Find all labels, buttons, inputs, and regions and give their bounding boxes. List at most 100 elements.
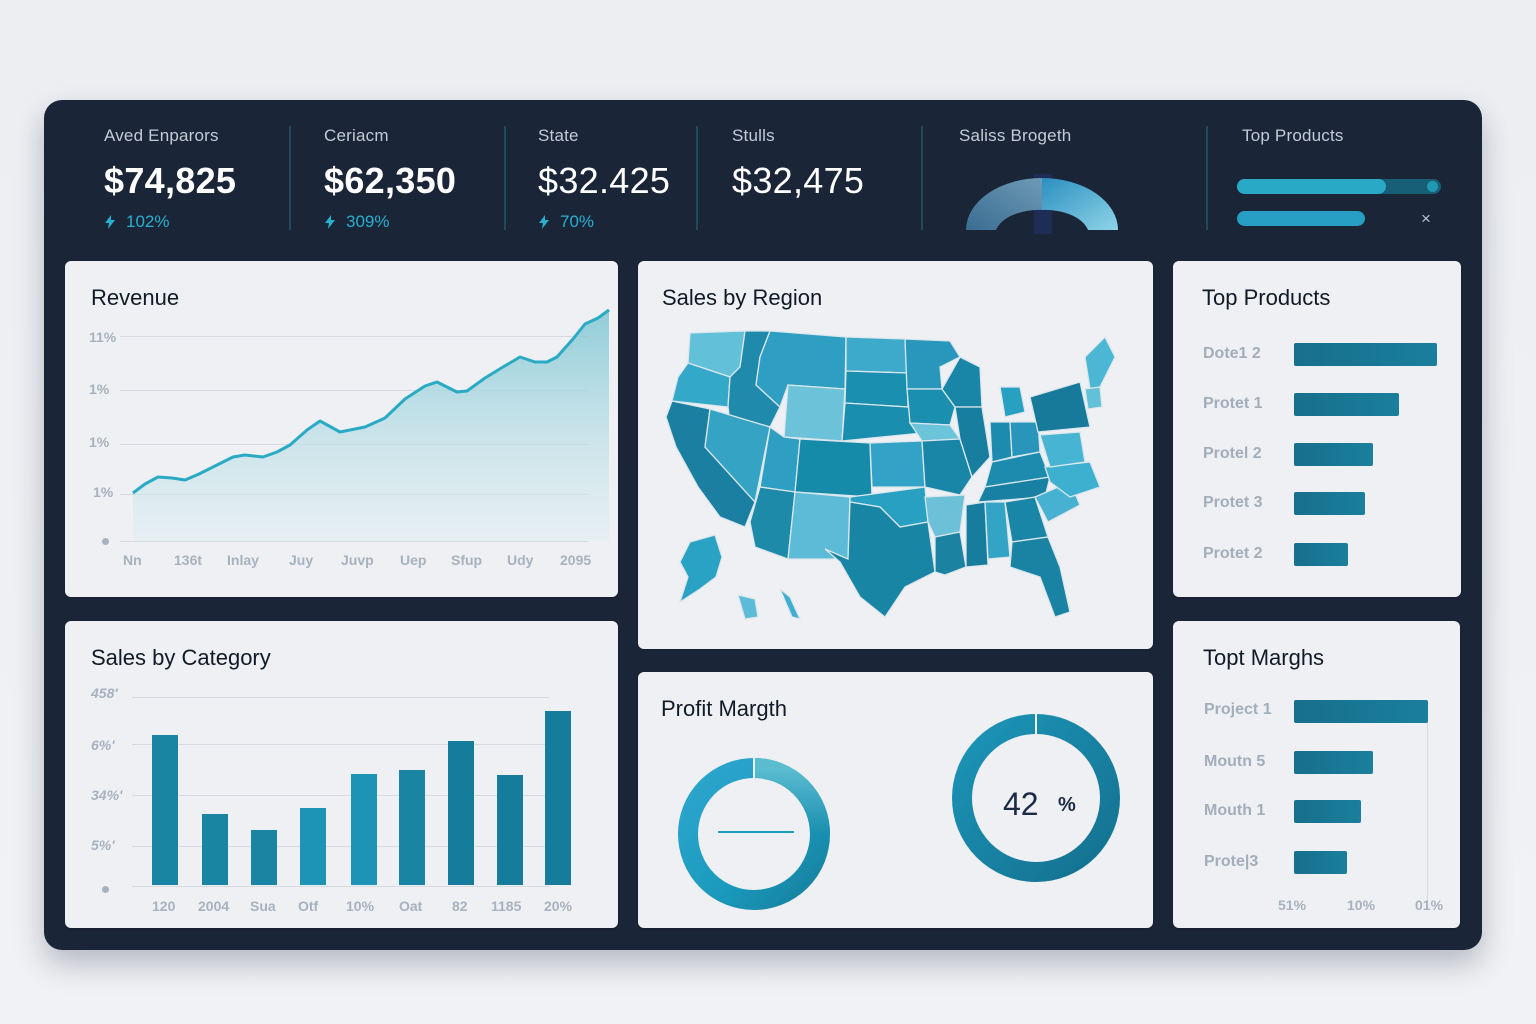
- state-ms: [965, 501, 989, 568]
- state-wi: [941, 356, 983, 408]
- grid-line: [132, 795, 550, 796]
- grid-line: [132, 846, 550, 847]
- kpi-value: $32,475: [732, 160, 865, 201]
- bar-margin-1[interactable]: [1294, 700, 1428, 723]
- state-ia-n: [906, 388, 956, 426]
- x-tick: Juvp: [341, 552, 374, 568]
- kpi-card-1[interactable]: Aved Enparors $74,825 102%: [104, 126, 236, 236]
- x-tick: Juy: [289, 552, 314, 568]
- state-or: [671, 362, 731, 408]
- bar-label: Project 1: [1204, 701, 1272, 718]
- state-hi-2: [779, 588, 802, 620]
- state-mi: [999, 386, 1026, 418]
- state-al: [984, 501, 1011, 560]
- grid-line: [120, 390, 588, 391]
- bar-category-2[interactable]: [202, 814, 228, 885]
- kpi-label: Saliss Brogeth: [959, 126, 1072, 145]
- kpi-change-value: 70%: [560, 212, 595, 231]
- top-products-card: Top Products Dote1 2 Protet 1 Protel 2 P…: [1173, 261, 1461, 597]
- trend-up-icon: [325, 215, 335, 229]
- bar-category-1[interactable]: [152, 735, 178, 885]
- kpi-label: Ceriacm: [324, 126, 389, 145]
- bar-label: Dote1 2: [1203, 345, 1261, 362]
- bar-category-6[interactable]: [399, 770, 425, 885]
- top-margins-card: Topt Marghs Project 1 Moutn 5 Mouth 1 Pr…: [1173, 621, 1460, 928]
- state-il: [954, 406, 991, 479]
- state-nh-vt: [1084, 386, 1103, 410]
- state-fl: [1009, 536, 1071, 618]
- bar-label: Protet 3: [1203, 494, 1263, 511]
- kpi-value: $74,825: [104, 160, 237, 201]
- kpi-card-2[interactable]: Ceriacm $62,350 309%: [324, 126, 456, 236]
- bar-label: Protet 2: [1203, 545, 1263, 562]
- x-tick: Sua: [250, 898, 276, 914]
- bar-label: Protel 2: [1203, 445, 1262, 462]
- donut-chart-large[interactable]: [950, 712, 1122, 884]
- bar-margin-3[interactable]: [1294, 800, 1361, 823]
- divider: [696, 126, 698, 230]
- bar-category-4[interactable]: [300, 808, 326, 885]
- y-tick: 6%': [91, 737, 115, 753]
- donut-unit: %: [1058, 794, 1076, 816]
- x-tick: Nn: [123, 552, 142, 568]
- bar-product-1[interactable]: [1294, 343, 1437, 366]
- x-tick: Uep: [400, 552, 427, 568]
- card-title: Sales by Category: [91, 645, 271, 670]
- bar-category-3[interactable]: [251, 830, 277, 885]
- y-tick: 11%: [89, 329, 117, 345]
- us-map[interactable]: [660, 327, 1140, 627]
- trend-up-icon: [105, 215, 115, 229]
- kpi-card-3[interactable]: State $32.425 70%: [538, 126, 670, 236]
- bar-product-3[interactable]: [1294, 443, 1373, 466]
- state-oh: [1009, 421, 1041, 458]
- state-wy: [783, 384, 846, 442]
- state-nv: [704, 408, 771, 504]
- bar-product-2[interactable]: [1294, 393, 1399, 416]
- card-title: Sales by Region: [662, 285, 823, 310]
- state-az: [749, 486, 796, 560]
- revenue-card: Revenue 11% 1% 1% 1% Nn 136t Inlay Juy J…: [65, 261, 618, 597]
- bar-label: Mouth 1: [1204, 802, 1266, 819]
- top-products-kpi[interactable]: Top Products: [1242, 126, 1344, 236]
- card-title: Profit Margth: [661, 696, 787, 721]
- x-tick: 82: [452, 898, 468, 914]
- card-title: Top Products: [1202, 285, 1331, 310]
- state-nd: [845, 336, 908, 374]
- donut-chart-small[interactable]: [676, 756, 832, 912]
- x-tick: 2004: [198, 898, 230, 914]
- x-tick: 10%: [346, 898, 375, 914]
- bar-category-8[interactable]: [497, 775, 523, 885]
- bar-product-5[interactable]: [1294, 543, 1348, 566]
- bar-margin-2[interactable]: [1294, 751, 1373, 774]
- bar-category-5[interactable]: [351, 774, 377, 885]
- progress-handle[interactable]: [1427, 181, 1438, 192]
- bar-margin-4[interactable]: [1294, 851, 1347, 874]
- x-tick: 10%: [1347, 897, 1376, 913]
- card-title: Topt Marghs: [1203, 645, 1325, 670]
- x-tick: Oat: [399, 898, 423, 914]
- bar-category-7[interactable]: [448, 741, 474, 885]
- x-tick: 20%: [544, 898, 573, 914]
- grid-line: [132, 697, 550, 698]
- state-ak: [678, 534, 723, 604]
- state-nm: [787, 491, 851, 560]
- dashboard-frame: Aved Enparors $74,825 102% Ceriacm $62,3…: [44, 100, 1482, 950]
- bar-product-4[interactable]: [1294, 492, 1365, 515]
- state-la: [934, 531, 967, 576]
- kpi-label: State: [538, 126, 579, 145]
- sales-by-region-card: Sales by Region: [638, 261, 1153, 649]
- kpi-card-4[interactable]: Stulls $32,475: [732, 126, 864, 236]
- revenue-area-chart[interactable]: [65, 261, 618, 597]
- grid-line: [120, 541, 588, 542]
- state-tx: [824, 501, 936, 618]
- y-tick: 1%: [93, 484, 114, 500]
- sales-growth-kpi[interactable]: Saliss Brogeth: [959, 126, 1071, 236]
- card-title: Revenue: [91, 285, 180, 310]
- grid-line: [132, 744, 550, 745]
- origin-dot: [102, 538, 109, 545]
- kpi-change: 70%: [538, 212, 670, 232]
- x-tick: 01%: [1415, 897, 1444, 913]
- close-icon[interactable]: ×: [1421, 209, 1431, 228]
- bar-category-9[interactable]: [545, 711, 571, 885]
- state-mo: [921, 438, 973, 496]
